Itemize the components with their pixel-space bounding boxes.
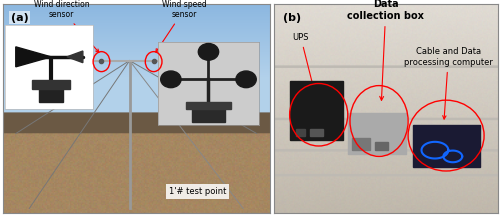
Bar	[374, 142, 388, 150]
Text: Wind direction
sensor: Wind direction sensor	[34, 0, 99, 52]
Text: 1'# test point: 1'# test point	[169, 187, 226, 196]
Text: (b): (b)	[283, 13, 301, 23]
Bar	[290, 81, 344, 140]
Text: Wind speed
sensor: Wind speed sensor	[156, 0, 207, 52]
Bar	[296, 129, 306, 136]
Text: UPS: UPS	[292, 33, 318, 105]
Bar	[412, 125, 480, 167]
Text: Data
collection box: Data collection box	[348, 0, 424, 100]
Text: (a): (a)	[10, 13, 29, 23]
Text: Cable and Data
processing computer: Cable and Data processing computer	[404, 48, 493, 119]
Bar	[310, 129, 323, 136]
Bar	[348, 113, 406, 154]
Bar	[352, 138, 370, 150]
